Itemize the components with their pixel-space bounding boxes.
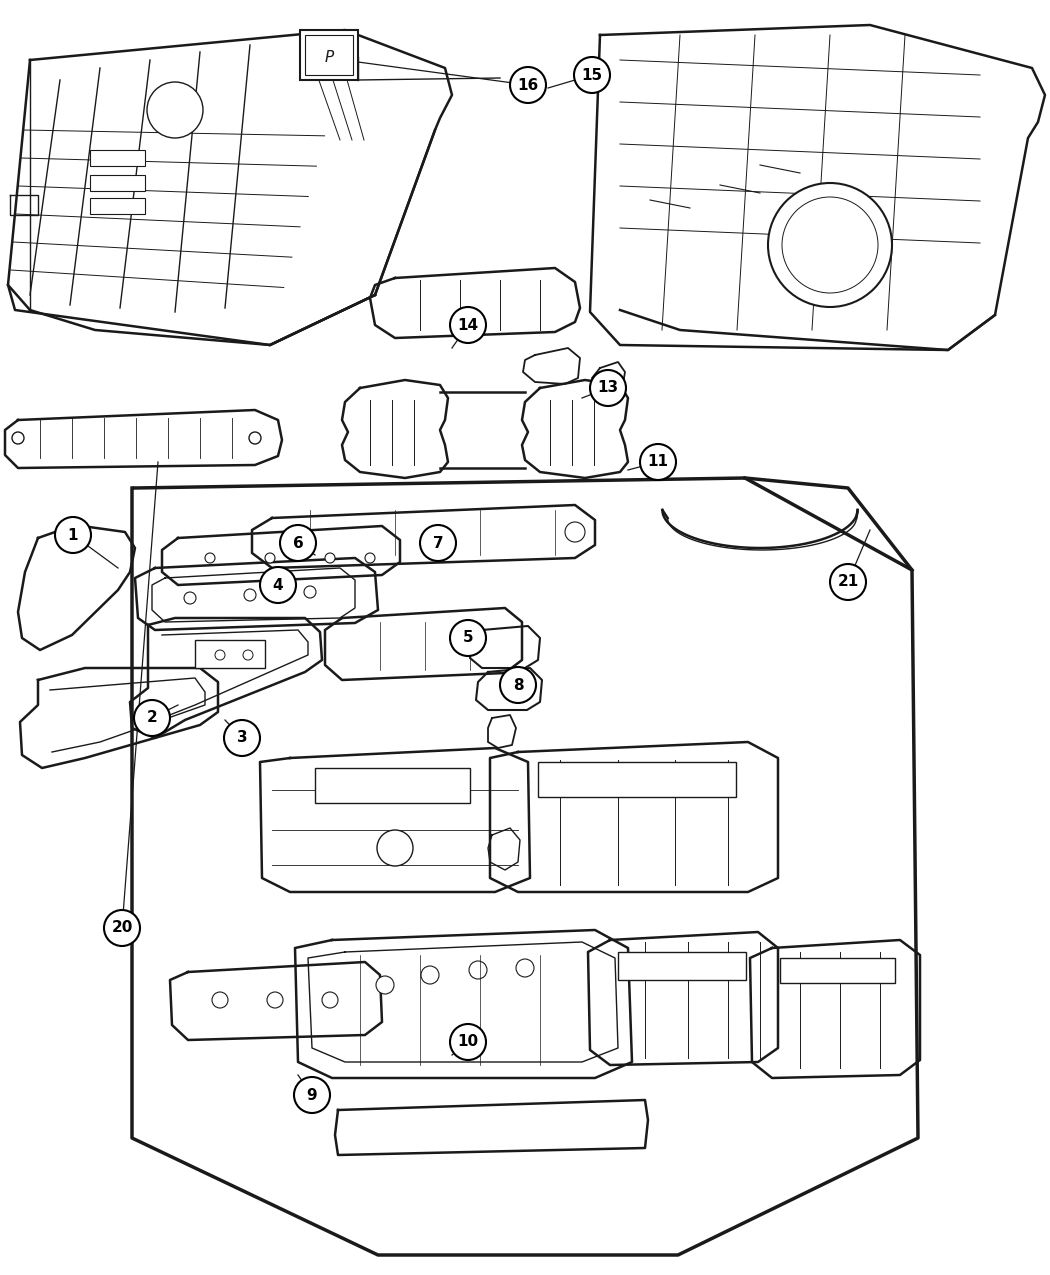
Text: 13: 13 xyxy=(597,380,618,395)
Text: 10: 10 xyxy=(458,1034,479,1049)
Circle shape xyxy=(294,1077,330,1113)
Circle shape xyxy=(267,992,284,1009)
Circle shape xyxy=(280,525,316,561)
Circle shape xyxy=(365,553,375,564)
FancyBboxPatch shape xyxy=(304,34,353,75)
Circle shape xyxy=(55,516,91,553)
Text: 8: 8 xyxy=(512,677,523,692)
Circle shape xyxy=(469,961,487,979)
Text: 15: 15 xyxy=(582,68,603,83)
Circle shape xyxy=(249,432,261,444)
Circle shape xyxy=(565,521,585,542)
Text: 6: 6 xyxy=(293,536,303,551)
FancyBboxPatch shape xyxy=(90,198,145,214)
Text: 21: 21 xyxy=(838,575,859,589)
Circle shape xyxy=(260,567,296,603)
Circle shape xyxy=(147,82,203,138)
Circle shape xyxy=(304,586,316,598)
Circle shape xyxy=(768,184,892,307)
Circle shape xyxy=(243,650,253,660)
FancyBboxPatch shape xyxy=(315,768,470,803)
Circle shape xyxy=(322,992,338,1009)
Text: 14: 14 xyxy=(458,317,479,333)
Text: 5: 5 xyxy=(463,631,474,645)
FancyBboxPatch shape xyxy=(90,150,145,166)
Text: 11: 11 xyxy=(648,454,669,469)
Circle shape xyxy=(590,370,626,405)
Circle shape xyxy=(450,1024,486,1060)
Circle shape xyxy=(450,620,486,657)
Circle shape xyxy=(421,966,439,984)
Text: 4: 4 xyxy=(273,578,284,593)
Circle shape xyxy=(215,650,225,660)
Text: 1: 1 xyxy=(68,528,79,542)
Circle shape xyxy=(830,564,866,601)
Circle shape xyxy=(574,57,610,93)
Text: 7: 7 xyxy=(433,536,443,551)
Circle shape xyxy=(134,700,170,736)
Text: 2: 2 xyxy=(147,710,157,725)
Circle shape xyxy=(212,992,228,1009)
Circle shape xyxy=(377,830,413,866)
Circle shape xyxy=(326,553,335,564)
Circle shape xyxy=(376,975,394,994)
Circle shape xyxy=(516,959,534,977)
FancyBboxPatch shape xyxy=(300,31,358,80)
Text: 9: 9 xyxy=(307,1088,317,1103)
Circle shape xyxy=(450,307,486,343)
Text: 3: 3 xyxy=(236,731,248,746)
FancyBboxPatch shape xyxy=(780,958,895,983)
Circle shape xyxy=(640,444,676,479)
Circle shape xyxy=(244,589,256,601)
Circle shape xyxy=(500,667,536,703)
Text: 20: 20 xyxy=(111,921,132,936)
Circle shape xyxy=(184,592,196,604)
FancyBboxPatch shape xyxy=(538,762,736,797)
Circle shape xyxy=(265,553,275,564)
Circle shape xyxy=(12,432,24,444)
FancyBboxPatch shape xyxy=(195,640,265,668)
FancyBboxPatch shape xyxy=(618,952,745,980)
Circle shape xyxy=(205,553,215,564)
Text: P: P xyxy=(324,50,334,65)
FancyBboxPatch shape xyxy=(90,175,145,191)
Text: 16: 16 xyxy=(518,78,539,93)
Circle shape xyxy=(224,720,260,756)
Circle shape xyxy=(782,198,878,293)
Circle shape xyxy=(420,525,456,561)
Circle shape xyxy=(510,68,546,103)
Circle shape xyxy=(104,910,140,946)
